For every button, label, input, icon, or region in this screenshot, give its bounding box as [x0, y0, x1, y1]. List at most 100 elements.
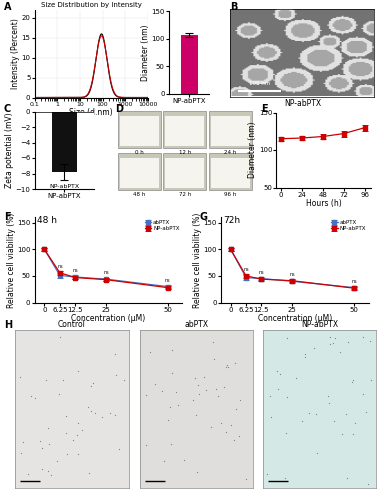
Point [37, 438, 43, 446]
X-axis label: Size (d.nm): Size (d.nm) [70, 108, 113, 117]
Point [360, 332, 366, 340]
Point [106, 408, 113, 416]
Point [39, 444, 45, 452]
Point [91, 410, 98, 418]
Point [159, 386, 165, 394]
Y-axis label: Zeta potential (mV): Zeta potential (mV) [5, 112, 14, 188]
Point [282, 474, 288, 482]
Point [25, 470, 31, 478]
Point [231, 436, 237, 444]
Y-axis label: Diameter (nm): Diameter (nm) [141, 24, 150, 81]
Point [143, 391, 149, 399]
Point [302, 354, 308, 362]
Point [70, 436, 76, 444]
Text: 0 h: 0 h [135, 150, 144, 154]
Point [99, 413, 106, 421]
Text: ns: ns [290, 272, 295, 277]
Point [310, 344, 316, 352]
Point [349, 430, 356, 438]
Point [63, 412, 69, 420]
Point [268, 414, 274, 422]
Point [337, 348, 343, 356]
Point [200, 374, 207, 382]
Title: Control: Control [58, 320, 86, 329]
Text: A: A [4, 2, 12, 12]
Point [152, 380, 158, 388]
Bar [165, 158, 204, 188]
Bar [211, 158, 250, 188]
Bar [52, 112, 77, 172]
Point [217, 418, 223, 426]
Point [18, 450, 24, 458]
Point [39, 465, 45, 473]
Point [237, 396, 243, 404]
Point [45, 424, 51, 432]
Text: H: H [4, 320, 12, 330]
Point [215, 392, 221, 400]
Text: ns: ns [243, 267, 249, 272]
Text: 96 h: 96 h [224, 192, 237, 196]
Point [223, 362, 230, 370]
Bar [120, 158, 159, 188]
Point [45, 467, 51, 475]
Point [64, 450, 70, 458]
Text: 12 h: 12 h [179, 150, 191, 154]
Point [195, 380, 201, 388]
Point [306, 409, 313, 417]
Point [363, 408, 369, 416]
Point [192, 374, 198, 382]
Point [211, 356, 217, 364]
Point [54, 458, 60, 466]
Point [169, 370, 175, 378]
Point [17, 374, 23, 382]
Point [75, 368, 81, 376]
Text: ns: ns [57, 264, 63, 269]
Point [147, 348, 153, 356]
Point [121, 376, 127, 384]
Point [221, 382, 227, 390]
Point [20, 438, 26, 446]
Text: NP-abPTX: NP-abPTX [49, 184, 79, 189]
Point [327, 333, 333, 341]
Point [331, 417, 337, 425]
Point [236, 432, 242, 440]
Point [352, 418, 358, 426]
Point [284, 392, 290, 400]
Point [345, 338, 351, 346]
Point [116, 446, 122, 454]
Point [85, 402, 91, 410]
Title: NP-abPTX: NP-abPTX [301, 320, 338, 329]
Point [189, 396, 195, 404]
Title: Size Distribution by Intensity: Size Distribution by Intensity [41, 2, 142, 8]
X-axis label: Hours (h): Hours (h) [306, 199, 341, 208]
Point [60, 376, 66, 384]
Point [298, 417, 305, 425]
Bar [181, 35, 197, 94]
Text: ns: ns [259, 270, 264, 275]
Point [57, 334, 63, 342]
Point [360, 390, 366, 398]
Point [284, 334, 290, 342]
Point [277, 370, 283, 378]
Point [326, 400, 332, 407]
Bar [211, 116, 250, 146]
Point [74, 419, 81, 427]
Point [275, 385, 281, 393]
Point [180, 456, 187, 464]
Point [169, 346, 175, 354]
Bar [118, 154, 161, 190]
Point [31, 394, 38, 402]
Legend: abPTX, NP-abPTX: abPTX, NP-abPTX [331, 220, 366, 232]
Text: ns: ns [165, 278, 170, 283]
Point [166, 416, 172, 424]
Point [365, 480, 371, 488]
Point [56, 390, 62, 398]
Text: B: B [230, 2, 238, 12]
Point [28, 392, 34, 400]
X-axis label: Concentration (μM): Concentration (μM) [71, 314, 146, 323]
Text: C: C [4, 104, 11, 114]
Point [243, 474, 249, 482]
Text: 72h: 72h [223, 216, 240, 226]
Point [75, 450, 81, 458]
Bar [165, 116, 204, 146]
